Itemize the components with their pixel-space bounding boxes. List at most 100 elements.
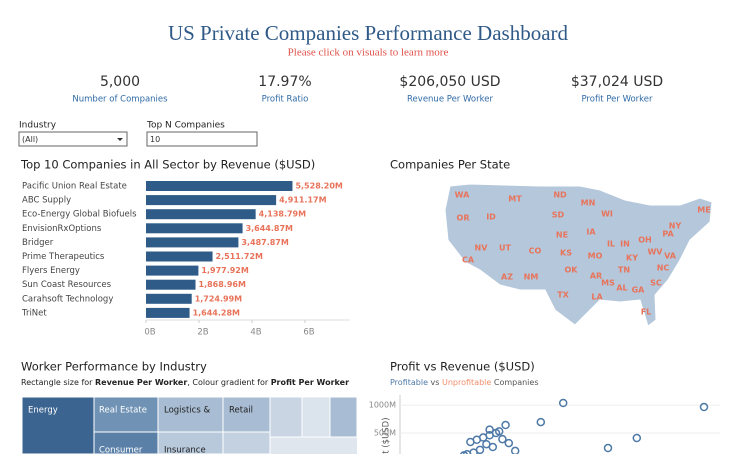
filter-label: Top N Companies: [146, 121, 225, 131]
kpi-value: $37,024 USD: [571, 74, 663, 90]
state-label[interactable]: KS: [560, 249, 572, 258]
bar[interactable]: [146, 209, 256, 220]
state-label[interactable]: VA: [664, 252, 677, 261]
state-label[interactable]: LA: [591, 293, 603, 302]
value-label: 4,911.17M: [279, 196, 326, 205]
topn-input[interactable]: [146, 131, 258, 147]
bar[interactable]: [146, 195, 277, 206]
bar[interactable]: [146, 265, 199, 276]
scatter-point[interactable]: [536, 417, 546, 427]
state-label[interactable]: IL: [607, 240, 615, 249]
y-tick-label: 1000M: [369, 401, 396, 410]
x-tick-label: 4B: [250, 328, 261, 338]
treemap-cell[interactable]: [269, 396, 303, 438]
state-label[interactable]: IA: [586, 228, 596, 237]
bar[interactable]: [146, 251, 213, 262]
state-label[interactable]: FL: [641, 308, 652, 317]
state-label[interactable]: MO: [588, 252, 603, 261]
value-label: 1,644.28M: [193, 308, 240, 317]
us-map[interactable]: [444, 183, 713, 327]
state-label[interactable]: UT: [499, 244, 511, 253]
treemap-cell[interactable]: [222, 396, 271, 433]
state-label[interactable]: NM: [524, 273, 539, 282]
scatter-point[interactable]: [504, 438, 514, 448]
state-label[interactable]: CA: [462, 256, 475, 265]
state-label[interactable]: AZ: [501, 273, 513, 282]
scatter-point[interactable]: [632, 433, 642, 443]
state-label[interactable]: WI: [601, 210, 613, 219]
scatter-point[interactable]: [603, 443, 613, 453]
state-label[interactable]: KY: [626, 254, 638, 263]
value-label: 3,487.87M: [241, 238, 288, 247]
scatter-point[interactable]: [488, 442, 498, 452]
bar[interactable]: [146, 223, 243, 234]
kpi-label: Revenue Per Worker: [407, 95, 493, 105]
scatter-point[interactable]: [494, 427, 504, 436]
bar[interactable]: [146, 279, 196, 290]
state-label[interactable]: AR: [590, 272, 602, 281]
state-label[interactable]: OH: [638, 236, 652, 245]
state-label[interactable]: NV: [475, 244, 489, 253]
state-label[interactable]: TX: [557, 291, 569, 300]
dropdown-arrow[interactable]: [117, 138, 123, 141]
value-label: 2,511.72M: [216, 252, 263, 261]
state-label[interactable]: SD: [552, 211, 565, 220]
filter-label: Industry: [19, 121, 57, 131]
text-span: vs: [428, 378, 442, 387]
state-label[interactable]: NE: [556, 231, 568, 240]
chart-title: Profit vs Revenue ($USD): [390, 360, 535, 374]
bar-label: Bridger: [22, 238, 54, 248]
value-label: 5,528.20M: [295, 182, 342, 191]
bar-label: ABC Supply: [22, 196, 71, 206]
scatter-point[interactable]: [510, 446, 520, 454]
state-label[interactable]: GA: [632, 286, 646, 295]
state-label[interactable]: PA: [662, 230, 674, 239]
kpi-label: Number of Companies: [72, 95, 168, 105]
treemap-cell[interactable]: [301, 396, 331, 438]
filter-value: (All): [22, 135, 38, 144]
treemap-label: Logistics &: [164, 406, 210, 416]
state-label[interactable]: SC: [650, 279, 662, 288]
state-label[interactable]: MS: [601, 279, 615, 288]
bar[interactable]: [146, 307, 190, 318]
bar[interactable]: [146, 237, 239, 248]
state-label[interactable]: CO: [529, 247, 542, 256]
treemap-label: Consumer: [99, 446, 143, 454]
scatter-point[interactable]: [498, 434, 507, 444]
bar[interactable]: [146, 293, 192, 304]
state-label[interactable]: ND: [553, 191, 567, 200]
bar[interactable]: [146, 181, 293, 191]
scatter-point[interactable]: [485, 425, 494, 434]
state-label[interactable]: MN: [581, 199, 596, 208]
kpi-label: Profit Ratio: [262, 95, 309, 105]
state-label[interactable]: ME: [697, 206, 710, 215]
state-label[interactable]: WA: [455, 191, 470, 200]
scatter-point[interactable]: [558, 398, 568, 408]
state-label[interactable]: AL: [616, 284, 627, 293]
state-label[interactable]: OK: [565, 266, 579, 275]
state-label[interactable]: WV: [647, 248, 663, 257]
state-label[interactable]: ID: [486, 213, 496, 222]
chart-title: Top 10 Companies in All Sector by Revenu…: [20, 158, 315, 172]
value-label: 4,138.79M: [259, 210, 306, 219]
kpi-value: 5,000: [100, 74, 140, 90]
treemap-cell[interactable]: [222, 431, 271, 454]
scatter-point[interactable]: [459, 451, 469, 454]
value-label: 3,644.87M: [246, 224, 293, 233]
state-label[interactable]: IN: [620, 240, 630, 249]
scatter-point[interactable]: [462, 450, 472, 454]
state-label[interactable]: TN: [618, 266, 630, 275]
treemap-cell[interactable]: [21, 396, 95, 454]
treemap-cell[interactable]: [329, 396, 358, 438]
bar-label: Carahsoft Technology: [22, 294, 113, 304]
chart-title: Companies Per State: [390, 158, 510, 172]
state-label[interactable]: MT: [508, 195, 522, 204]
state-label[interactable]: NY: [669, 222, 682, 231]
state-label[interactable]: OR: [457, 214, 470, 223]
state-label[interactable]: NC: [657, 264, 670, 273]
scatter-point[interactable]: [501, 420, 510, 430]
industry-select[interactable]: [18, 131, 128, 147]
value-label: 1,724.99M: [195, 294, 242, 303]
scatter-point[interactable]: [699, 402, 709, 412]
